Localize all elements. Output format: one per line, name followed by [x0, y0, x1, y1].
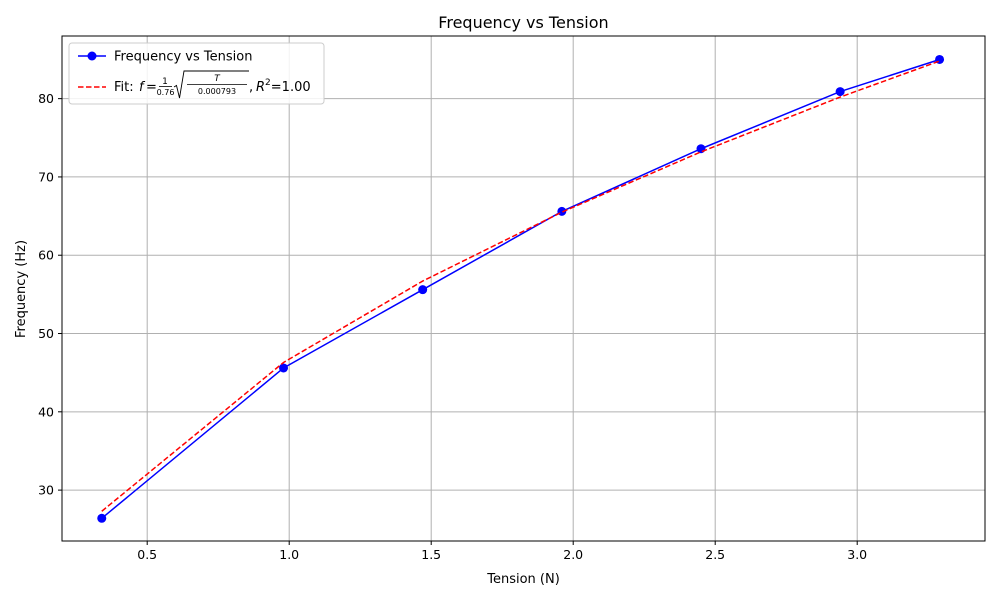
formula-denominator: 0.76	[157, 88, 175, 97]
chart-title: Frequency vs Tension	[438, 13, 608, 32]
measured-series-line	[101, 58, 940, 519]
legend-marker-measured	[87, 51, 97, 61]
grid-layer	[62, 36, 985, 541]
legend-fit-formula: f = 1 0.76 T 0.000793 , R2=1.00	[139, 70, 311, 99]
formula-comma: ,	[249, 80, 253, 95]
y-tick-label: 30	[38, 483, 54, 498]
x-tick-label: 0.5	[137, 547, 157, 562]
x-tick-label: 2.5	[705, 547, 725, 562]
formula-r-squared: R2=1.00	[256, 78, 311, 95]
measured-data-point	[97, 513, 107, 523]
y-tick-label: 60	[38, 248, 54, 263]
y-tick-label: 50	[38, 326, 54, 341]
data-layer	[97, 54, 945, 523]
plot-frame	[61, 35, 986, 542]
fit-series-line	[101, 60, 940, 512]
y-tick-label: 70	[38, 169, 54, 184]
legend: Frequency vs Tension Fit: f = 1 0.76 T 0…	[68, 42, 325, 105]
y-axis-title: Frequency (Hz)	[14, 240, 29, 338]
formula-numerator-one: 1	[162, 77, 168, 87]
measured-data-point	[418, 285, 428, 295]
measured-data-point	[279, 363, 289, 373]
x-axis-title: Tension (N)	[486, 572, 560, 587]
legend-label-measured: Frequency vs Tension	[114, 50, 252, 65]
x-tick-label: 1.5	[421, 547, 441, 562]
legend-label-fit: Fit:	[114, 80, 134, 95]
legend-fit-prefix: Fit:	[114, 80, 134, 95]
formula-sqrt-numerator: T	[214, 74, 221, 84]
y-tick-label: 80	[38, 91, 54, 106]
x-tick-label: 3.0	[847, 547, 867, 562]
formula-sqrt-sign	[173, 70, 249, 99]
legend-box	[68, 42, 325, 105]
formula-sqrt-denominator: 0.000793	[198, 87, 236, 96]
tick-layer: 0.5 1.0 1.5 2.0 2.5 3.0 30 40 50 60 70 80	[38, 91, 867, 562]
formula-f-equals: f	[139, 80, 146, 95]
measured-data-point	[835, 87, 845, 97]
x-tick-label: 2.0	[563, 547, 583, 562]
x-tick-label: 1.0	[279, 547, 299, 562]
formula-equals-sign: =	[146, 80, 157, 95]
measured-data-point	[696, 144, 706, 154]
y-tick-label: 40	[38, 404, 54, 419]
